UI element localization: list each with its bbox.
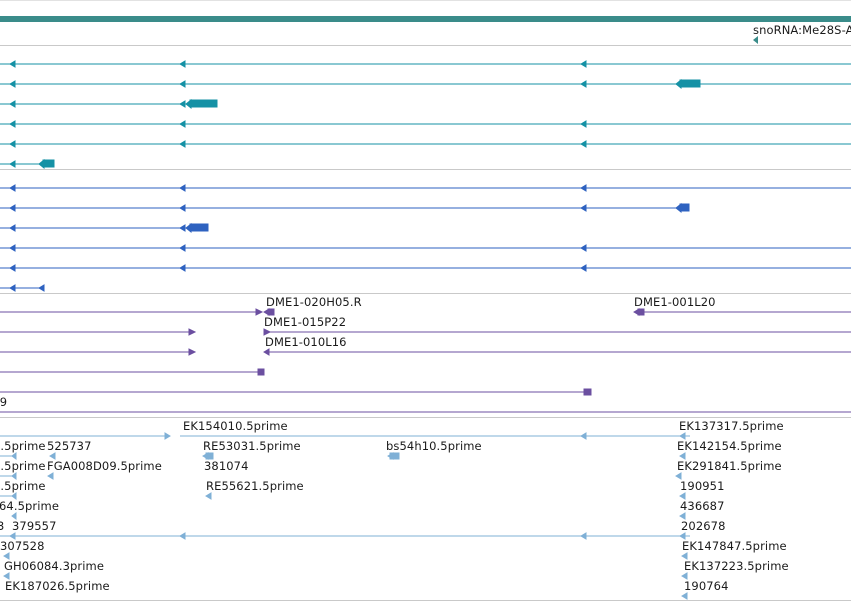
transcript-group-teal: [0, 60, 851, 170]
est-label[interactable]: EK147847.5prime: [682, 539, 787, 553]
cdna-label[interactable]: .9: [0, 395, 8, 409]
intron-arrow: [9, 140, 587, 148]
intron-arrow: [9, 60, 587, 68]
cdna-clone-group: [0, 308, 851, 413]
est-label[interactable]: 64.5prime: [0, 499, 60, 513]
est-label[interactable]: RE53031.5prime: [203, 439, 301, 453]
gene-track-separator: [0, 45, 851, 46]
gene-label[interactable]: snoRNA:Me28S-A: [753, 23, 851, 37]
exon-block[interactable]: [679, 79, 701, 88]
est-label[interactable]: 9.5prime: [0, 459, 46, 473]
track-top-border: [0, 0, 851, 1]
est-label[interactable]: EK137317.5prime: [679, 419, 784, 433]
exon-block[interactable]: [42, 159, 55, 168]
est-label[interactable]: GH06084.3prime: [4, 559, 105, 573]
est-label[interactable]: EK154010.5prime: [183, 419, 288, 433]
est-label[interactable]: 379557: [12, 519, 57, 533]
exon-block[interactable]: [189, 99, 218, 108]
est-label[interactable]: 381074: [204, 459, 249, 473]
intron-arrow: [9, 160, 16, 168]
cdna-label[interactable]: DME1-015P22: [264, 315, 347, 329]
intron-arrow: [9, 100, 186, 108]
est-label[interactable]: 525737: [47, 439, 92, 453]
est-label[interactable]: 0.5prime: [0, 479, 46, 493]
est-label[interactable]: bs54h10.5prime: [386, 439, 482, 453]
est-label[interactable]: EK291841.5prime: [677, 459, 782, 473]
cdna-label[interactable]: DME1-020H05.R: [266, 295, 362, 309]
gene-track-bar[interactable]: [0, 16, 851, 22]
cdna-label[interactable]: DME1-001L20: [634, 295, 716, 309]
est-label[interactable]: EK187026.5prime: [5, 579, 110, 593]
intron-arrow: [9, 80, 587, 88]
est-label[interactable]: EK137223.5prime: [684, 559, 789, 573]
est-label[interactable]: FGA008D09.5prime: [47, 459, 162, 473]
est-label[interactable]: 190951: [680, 479, 725, 493]
est-label[interactable]: 307528: [0, 539, 45, 553]
intron-arrow: [9, 120, 587, 128]
est-label[interactable]: RE55621.5prime: [206, 479, 304, 493]
gene-feature-arrow[interactable]: [753, 36, 758, 44]
transcript-group-blue: [0, 184, 851, 292]
cdna-label[interactable]: DME1-010L16: [265, 335, 347, 349]
est-label[interactable]: 3: [0, 519, 5, 533]
exon-block[interactable]: [189, 223, 209, 232]
est-label[interactable]: 190764: [684, 579, 729, 593]
est-read-group: [0, 432, 690, 600]
est-label[interactable]: 202678: [681, 519, 726, 533]
est-label[interactable]: 436687: [680, 499, 725, 513]
est-label[interactable]: EK142154.5prime: [677, 439, 782, 453]
est-label[interactable]: 9.5prime: [0, 439, 46, 453]
